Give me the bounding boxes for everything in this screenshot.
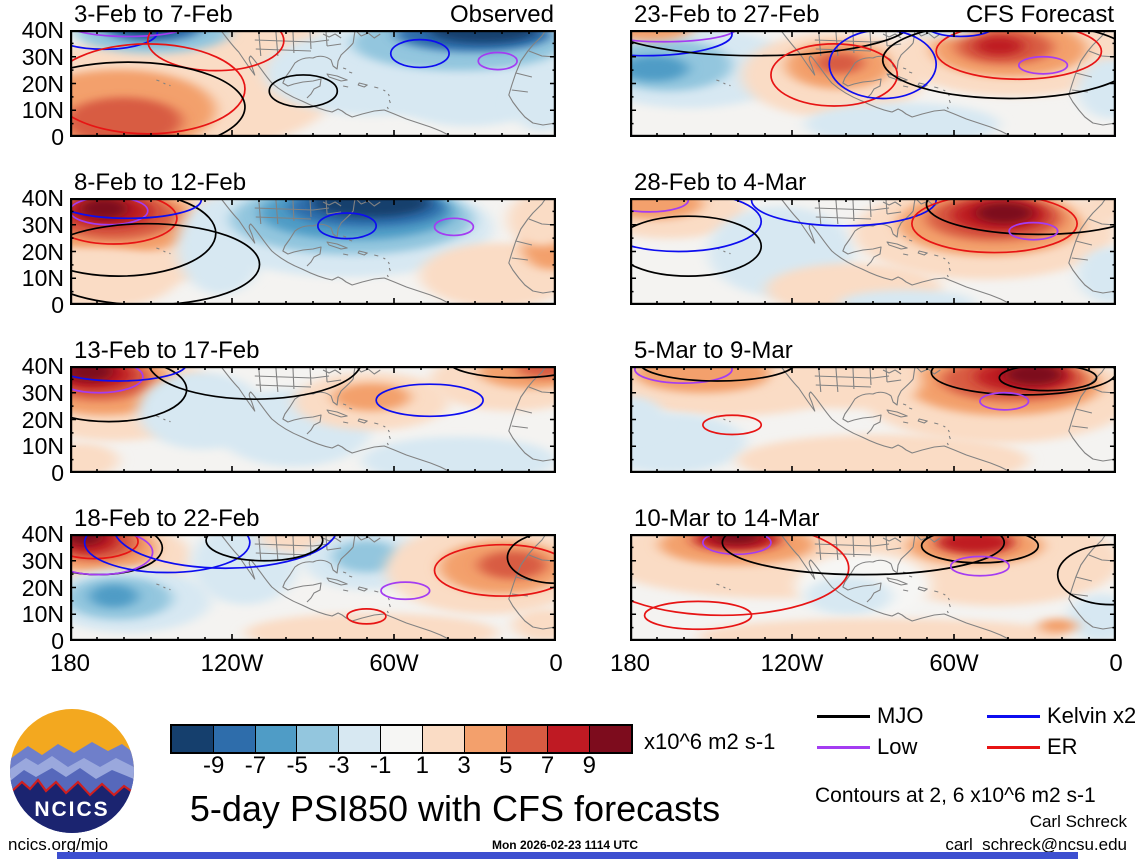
longitude-tick-label: 60W (929, 650, 979, 677)
colorbar-cell (380, 726, 422, 752)
credit-text: Carl Schreck (1029, 812, 1127, 831)
map-canvas (70, 198, 556, 305)
timestamp: Mon 2026-02-23 1114 UTC (491, 838, 639, 852)
legend-label: Low (877, 734, 918, 759)
colorbar (170, 724, 633, 754)
colorbar-cell (296, 726, 339, 752)
map-panel: 3-Feb to 7-Feb Observed 40N 30N 20N 10N 0 (22, 1, 556, 149)
longitude-tick-label: 120W (200, 650, 264, 677)
latitude-tick-label: 10N (21, 97, 64, 124)
colorbar-cell (212, 726, 255, 752)
longitude-tick-label: 0 (549, 650, 563, 677)
panel-title: 5-Mar to 9-Mar (634, 337, 793, 364)
panel-tag: Observed (449, 1, 554, 28)
latitude-tick-label: 20N (21, 238, 64, 265)
map-canvas (630, 534, 1116, 641)
colorbar-cell (338, 726, 381, 752)
colorbar-units-label: x10^6 m2 s-1 (644, 729, 776, 754)
map-panel: 18-Feb to 22-Feb 40N 30N 20N 10N 0 (22, 505, 556, 653)
contact-email: carl_schreck@ncsu.edu (945, 835, 1127, 854)
colorbar-tick-label: 9 (582, 752, 596, 779)
legend-label: Kelvin x2 (1047, 703, 1135, 728)
map-panel: 8-Feb to 12-Feb 40N 30N 20N 10N 0 (22, 169, 556, 317)
legend-label: MJO (877, 703, 924, 728)
map-panel: 28-Feb to 4-Mar (630, 170, 1116, 305)
colorbar-cell (254, 726, 297, 752)
longitude-tick-label: 180 (609, 650, 651, 677)
colorbar-cell (589, 726, 631, 752)
latitude-tick-label: 0 (51, 628, 64, 654)
longitude-tick-label: 180 (49, 650, 91, 677)
map-canvas (70, 534, 556, 641)
latitude-tick-label: 40N (21, 17, 64, 43)
panel-tag: CFS Forecast (965, 1, 1114, 28)
map-panel: 5-Mar to 9-Mar (630, 338, 1116, 473)
figure-title: 5-day PSI850 with CFS forecasts (189, 788, 721, 829)
colorbar-tick-label: 5 (499, 752, 513, 779)
legend-line (987, 715, 1040, 718)
map-panel: 10-Mar to 14-Mar (630, 506, 1116, 641)
colorbar-cell (505, 726, 548, 752)
legend-line (817, 715, 870, 718)
panel-title: 13-Feb to 17-Feb (74, 337, 260, 364)
latitude-tick-label: 0 (51, 292, 64, 318)
panel-title: 28-Feb to 4-Mar (634, 169, 807, 196)
legend-line (817, 746, 870, 749)
map-panel: 23-Feb to 27-Feb CFS Forecast (630, 2, 1116, 137)
colorbar-tick-label: -3 (328, 752, 350, 779)
panel-title: 3-Feb to 7-Feb (74, 1, 233, 28)
bottom-bar (57, 852, 1078, 859)
legend-line (987, 746, 1040, 749)
latitude-tick-label: 30N (21, 211, 64, 238)
map-panel: 13-Feb to 17-Feb 40N 30N 20N 10N 0 (22, 337, 556, 485)
longitude-tick-label: 60W (369, 650, 419, 677)
panel-title: 10-Mar to 14-Mar (634, 505, 820, 532)
colorbar-tick-label: 7 (540, 752, 555, 779)
logo-text: NCICS (34, 798, 109, 821)
latitude-tick-label: 0 (51, 460, 64, 486)
map-canvas (70, 30, 556, 137)
map-canvas (630, 30, 1116, 137)
colorbar-cell (463, 726, 506, 752)
latitude-tick-label: 20N (21, 574, 64, 601)
contour-levels-note: Contours at 2, 6 x10^6 m2 s-1 (815, 784, 1096, 807)
latitude-tick-label: 30N (21, 547, 64, 574)
colorbar-tick-label: -7 (244, 752, 267, 779)
latitude-tick-label: 40N (21, 521, 64, 547)
latitude-tick-label: 0 (51, 124, 64, 150)
latitude-tick-label: 20N (21, 406, 64, 433)
site-url: ncics.org/mjo (8, 835, 109, 854)
colorbar-tick-label: 1 (415, 752, 430, 779)
colorbar-cell (421, 726, 464, 752)
map-canvas (630, 198, 1116, 305)
panel-title: 8-Feb to 12-Feb (74, 169, 247, 196)
colorbar-tick-label: -5 (286, 752, 308, 779)
latitude-tick-label: 10N (21, 601, 64, 628)
latitude-tick-label: 40N (21, 353, 64, 379)
colorbar-tick-label: -9 (203, 752, 225, 779)
logo-mountains (10, 778, 134, 833)
panel-title: 18-Feb to 22-Feb (74, 505, 260, 532)
colorbar-cell (172, 726, 213, 752)
map-canvas (630, 366, 1116, 473)
longitude-tick-label: 120W (760, 650, 824, 677)
colorbar-tick-label: 3 (457, 752, 471, 779)
latitude-tick-label: 40N (21, 185, 64, 211)
colorbar-cell (547, 726, 590, 752)
legend-label: ER (1047, 734, 1078, 759)
map-canvas (70, 366, 556, 473)
latitude-tick-label: 10N (21, 433, 64, 460)
panel-title: 23-Feb to 27-Feb (634, 1, 820, 28)
latitude-tick-label: 30N (21, 379, 64, 406)
latitude-tick-label: 10N (21, 265, 64, 292)
latitude-tick-label: 20N (21, 70, 64, 97)
colorbar-tick-label: -1 (369, 752, 392, 779)
latitude-tick-label: 30N (21, 43, 64, 70)
ncics-logo: NCICS (10, 709, 134, 833)
longitude-tick-label: 0 (1109, 650, 1123, 677)
